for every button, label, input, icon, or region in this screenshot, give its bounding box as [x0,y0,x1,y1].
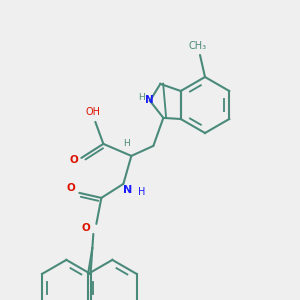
Text: O: O [70,155,79,165]
Text: H: H [138,187,145,197]
Text: O: O [67,183,76,193]
Text: OH: OH [86,107,101,117]
Text: H: H [123,140,130,148]
Text: N: N [123,185,132,195]
Text: H: H [139,93,145,102]
Text: CH₃: CH₃ [189,41,207,51]
Text: N: N [145,95,153,105]
Text: O: O [82,223,91,233]
